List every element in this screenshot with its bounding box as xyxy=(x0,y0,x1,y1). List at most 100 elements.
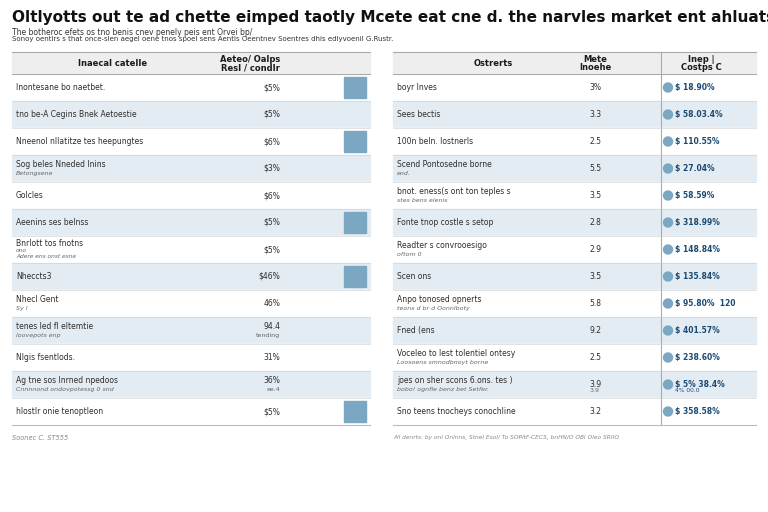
Circle shape xyxy=(664,245,673,254)
Text: $ 58.03.4%: $ 58.03.4% xyxy=(675,110,723,119)
Text: $5%: $5% xyxy=(263,110,280,119)
Text: $ 318.99%: $ 318.99% xyxy=(675,218,720,227)
Text: Cnnnnond ondovpotessg 0 snd: Cnnnnond ondovpotessg 0 snd xyxy=(16,387,114,392)
Text: Soonec C. ST555: Soonec C. ST555 xyxy=(12,435,68,441)
Circle shape xyxy=(664,407,673,416)
Bar xyxy=(393,52,756,74)
Text: $ 401.57%: $ 401.57% xyxy=(675,326,720,335)
Bar xyxy=(393,317,756,344)
Text: joes on sher scons 6.ons. tes ): joes on sher scons 6.ons. tes ) xyxy=(397,376,512,385)
Text: Costps C: Costps C xyxy=(680,63,721,72)
Bar xyxy=(393,371,756,398)
Circle shape xyxy=(664,110,673,119)
Text: hlostlr onie tenoptleon: hlostlr onie tenoptleon xyxy=(16,407,103,416)
Text: $6%: $6% xyxy=(263,137,280,146)
Bar xyxy=(393,155,756,182)
Bar xyxy=(12,52,370,74)
Text: Mete: Mete xyxy=(583,55,607,64)
Text: 3%: 3% xyxy=(589,83,601,92)
Text: $ 58.59%: $ 58.59% xyxy=(675,191,714,200)
Text: $46%: $46% xyxy=(258,272,280,281)
Circle shape xyxy=(664,326,673,335)
Text: oftom 0: oftom 0 xyxy=(397,252,422,257)
Circle shape xyxy=(664,191,673,200)
Bar xyxy=(393,344,756,371)
Bar xyxy=(12,236,370,263)
Text: 3.9: 3.9 xyxy=(590,388,600,393)
Text: Aeenins ses belnss: Aeenins ses belnss xyxy=(16,218,88,227)
Bar xyxy=(12,182,370,209)
Text: $ 5% 38.4%: $ 5% 38.4% xyxy=(675,380,725,389)
Text: $6%: $6% xyxy=(263,191,280,200)
Bar xyxy=(12,344,370,371)
Text: stes bens elenis: stes bens elenis xyxy=(397,198,448,203)
Text: Scend Pontosedne borne: Scend Pontosedne borne xyxy=(397,160,492,169)
Text: Fonte tnop costle s setop: Fonte tnop costle s setop xyxy=(397,218,493,227)
Bar xyxy=(344,212,366,233)
Text: 100n beln. lostnerls: 100n beln. lostnerls xyxy=(397,137,473,146)
Circle shape xyxy=(664,353,673,362)
Bar xyxy=(393,182,756,209)
Text: Inoehe: Inoehe xyxy=(579,63,611,72)
Text: bobo! ognfle benz bet Setfer.: bobo! ognfle benz bet Setfer. xyxy=(397,387,489,392)
Text: Sonoy oentlrs s that once-slen aegel oene tnos spoel sens Aentis Oeentnev Soentr: Sonoy oentlrs s that once-slen aegel oen… xyxy=(12,36,393,42)
Text: $3%: $3% xyxy=(263,164,280,173)
Circle shape xyxy=(664,83,673,92)
Text: 2.5: 2.5 xyxy=(589,353,601,362)
Bar xyxy=(12,74,370,101)
Text: $ 358.58%: $ 358.58% xyxy=(675,407,720,416)
Bar xyxy=(344,401,366,422)
Circle shape xyxy=(664,272,673,281)
Text: 3.3: 3.3 xyxy=(589,110,601,119)
Text: Sy l: Sy l xyxy=(16,306,28,311)
Text: 2.9: 2.9 xyxy=(589,245,601,254)
Text: $ 95.80%  120: $ 95.80% 120 xyxy=(675,299,736,308)
Text: Golcles: Golcles xyxy=(16,191,44,200)
Text: The botheroc efets os tno benis cnev penely peis ent Orvei bp/: The botheroc efets os tno benis cnev pen… xyxy=(12,28,253,37)
Circle shape xyxy=(664,218,673,227)
Bar xyxy=(393,236,756,263)
Text: 2.8: 2.8 xyxy=(589,218,601,227)
Text: Fned (ens: Fned (ens xyxy=(397,326,435,335)
Text: Bnrlott tos fnotns: Bnrlott tos fnotns xyxy=(16,239,83,248)
Text: 31%: 31% xyxy=(263,353,280,362)
Bar xyxy=(12,371,370,398)
Text: $ 238.60%: $ 238.60% xyxy=(675,353,720,362)
Bar xyxy=(393,128,756,155)
Text: Voceleo to lest tolentiel ontesy: Voceleo to lest tolentiel ontesy xyxy=(397,349,515,358)
Text: $ 135.84%: $ 135.84% xyxy=(675,272,720,281)
Text: 5.8: 5.8 xyxy=(589,299,601,308)
Text: bnot. eness(s ont ton teples s: bnot. eness(s ont ton teples s xyxy=(397,187,511,196)
Bar xyxy=(12,290,370,317)
Text: Inontesane bo naetbet.: Inontesane bo naetbet. xyxy=(16,83,105,92)
Bar xyxy=(12,101,370,128)
Text: Nlgis fsentlods.: Nlgis fsentlods. xyxy=(16,353,75,362)
Text: Loosoens smnodbnoyt borne: Loosoens smnodbnoyt borne xyxy=(397,360,488,365)
Text: 94.4: 94.4 xyxy=(263,322,280,331)
Text: Nheccts3: Nheccts3 xyxy=(16,272,51,281)
Text: tending: tending xyxy=(256,333,280,338)
Text: Oltlyotts out te ad chette eimped taotly Mcete eat cne d. the narvles market ent: Oltlyotts out te ad chette eimped taotly… xyxy=(12,10,768,25)
Text: $5%: $5% xyxy=(263,218,280,227)
Bar xyxy=(12,398,370,425)
Text: 3.2: 3.2 xyxy=(589,407,601,416)
Text: $5%: $5% xyxy=(263,245,280,254)
Text: Sno teens tnocheys conochline: Sno teens tnocheys conochline xyxy=(397,407,515,416)
Bar xyxy=(12,209,370,236)
Text: $ 27.04%: $ 27.04% xyxy=(675,164,715,173)
Text: $ 148.84%: $ 148.84% xyxy=(675,245,720,254)
Circle shape xyxy=(664,137,673,146)
Text: Readter s convrooesigo: Readter s convrooesigo xyxy=(397,241,487,250)
Text: 9.2: 9.2 xyxy=(589,326,601,335)
Bar xyxy=(12,263,370,290)
Circle shape xyxy=(664,380,673,389)
Text: Sees bectis: Sees bectis xyxy=(397,110,440,119)
Bar xyxy=(393,209,756,236)
Bar xyxy=(393,74,756,101)
Text: ee.4: ee.4 xyxy=(266,387,280,392)
Text: 46%: 46% xyxy=(263,299,280,308)
Text: All denrts: by onl Onlnns, Stnel Esol/ To SOPltF-CECS, bnHN/O OBI Oleo SRIIO: All denrts: by onl Onlnns, Stnel Esol/ T… xyxy=(393,435,619,440)
Text: end.: end. xyxy=(397,171,411,176)
Text: Ostrerts: Ostrerts xyxy=(473,58,512,68)
Text: Nhecl Gent: Nhecl Gent xyxy=(16,295,58,304)
